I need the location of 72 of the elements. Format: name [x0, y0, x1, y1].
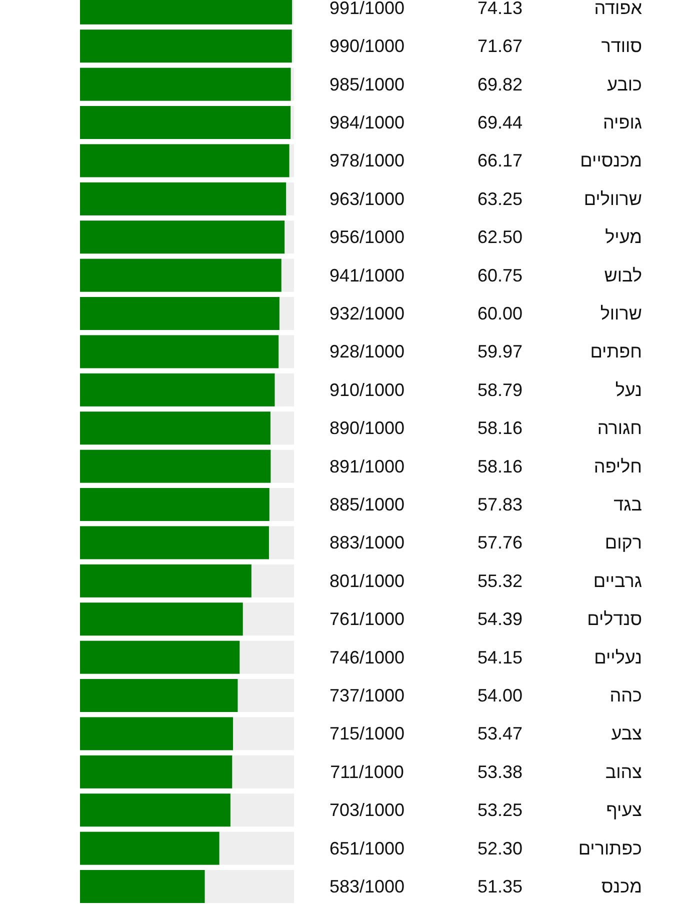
text: 54.15	[477, 647, 523, 668]
data-label: 715/1000	[329, 724, 405, 744]
y-tick-label: שרוול	[600, 304, 642, 324]
data-label: 885/1000	[329, 494, 405, 514]
text: 53.38	[477, 762, 523, 782]
text: 57.76	[477, 532, 523, 553]
y-tick-label: סוודר	[601, 36, 642, 56]
y-tick-label: גרביים	[593, 570, 642, 591]
data-label: 963/1000	[329, 188, 405, 209]
data-label: 890/1000	[329, 418, 405, 438]
data-label: 651/1000	[329, 838, 405, 858]
y-tick-label: חפתים	[590, 342, 642, 362]
data-label: 891/1000	[329, 456, 405, 476]
y-tick-label: רקום	[604, 532, 642, 553]
y-tick-label: סנדלים	[587, 609, 642, 630]
y-tick-label: אפודה	[594, 0, 643, 18]
y-tick-label: כפתורים	[578, 838, 642, 858]
text: 58.16	[477, 456, 523, 476]
y-tick-label: חליפה	[594, 456, 642, 476]
data-label: 801/1000	[329, 570, 405, 591]
data-label: 883/1000	[329, 532, 405, 553]
y-tick-label: מכנסיים	[580, 150, 642, 171]
data-label: 583/1000	[329, 876, 405, 896]
text: 66.17	[477, 150, 523, 171]
text: 62.50	[477, 227, 523, 248]
data-label: 978/1000	[329, 150, 405, 171]
data-label: 991/1000	[329, 0, 405, 18]
y-tick-label: כובע	[606, 74, 642, 94]
data-label: 985/1000	[329, 74, 405, 94]
text: 69.82	[477, 74, 523, 94]
y-tick-label: נעל	[615, 380, 642, 400]
data-label: 941/1000	[329, 265, 405, 286]
data-label: 703/1000	[329, 800, 405, 820]
text: 53.47	[477, 724, 523, 744]
data-label: 956/1000	[329, 227, 405, 248]
y-tick-label: שרוולים	[584, 188, 642, 209]
data-label: 711/1000	[330, 762, 404, 782]
data-label: 746/1000	[329, 647, 405, 668]
data-label: 761/1000	[329, 609, 405, 630]
text: 54.39	[477, 609, 523, 630]
y-tick-label: לבוש	[604, 265, 642, 286]
y-tick-label: צעיף	[606, 800, 642, 820]
y-tick-label: גופיה	[603, 112, 642, 132]
text: 54.00	[477, 686, 523, 706]
data-label: 932/1000	[329, 304, 405, 324]
text: 71.67	[477, 36, 523, 56]
data-label: 928/1000	[329, 342, 405, 362]
text: 58.79	[477, 380, 523, 400]
text: 74.13	[477, 0, 523, 18]
y-tick-label: מעיל	[605, 227, 642, 248]
y-tick-label: חגורה	[597, 418, 642, 438]
text: 63.25	[477, 188, 523, 209]
data-label: 737/1000	[329, 686, 405, 706]
text: 52.30	[477, 838, 523, 858]
y-tick-label: צהוב	[605, 762, 642, 782]
text: 58.16	[477, 418, 523, 438]
y-tick-label: כהה	[610, 686, 642, 706]
y-tick-label: מכנס	[601, 876, 642, 896]
text: 51.35	[477, 876, 523, 896]
text: 55.32	[477, 570, 523, 591]
data-label: 990/1000	[329, 36, 405, 56]
text: 57.83	[477, 494, 523, 514]
y-tick-label: נעליים	[594, 647, 642, 668]
y-tick-label: בגד	[614, 494, 642, 514]
text: 60.75	[477, 265, 523, 286]
text: 59.97	[477, 342, 523, 362]
text: 60.00	[477, 304, 523, 324]
text: 69.44	[477, 112, 523, 132]
text: 53.25	[477, 800, 523, 820]
y-tick-label: צבע	[611, 724, 642, 744]
data-label: 984/1000	[329, 112, 405, 132]
data-label: 910/1000	[329, 380, 405, 400]
